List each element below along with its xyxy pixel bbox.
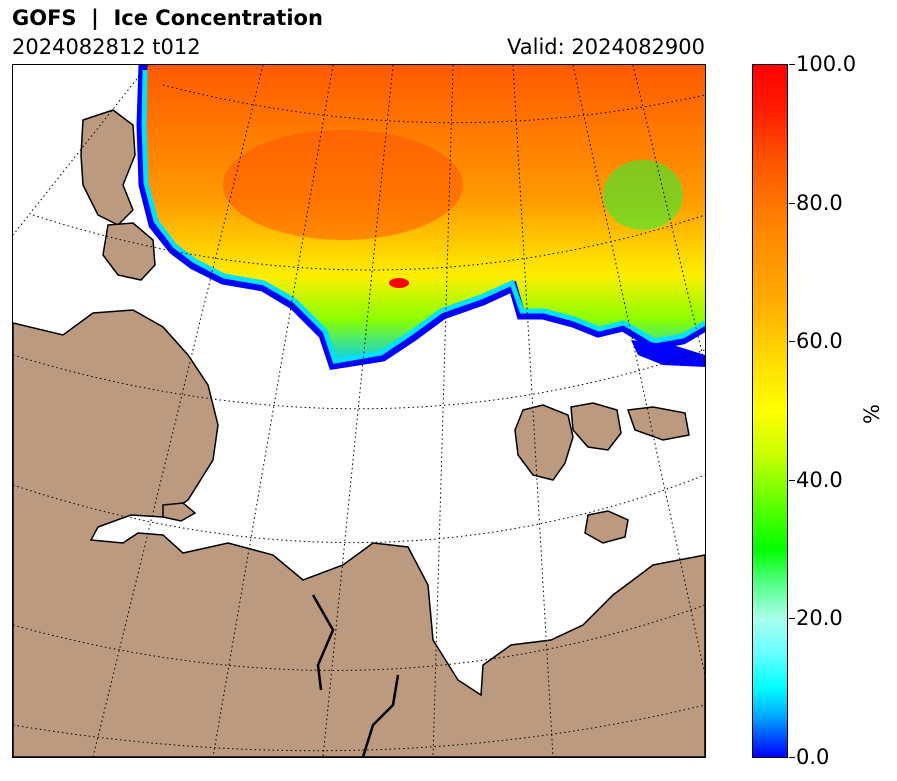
- colorbar-unit-label: %: [859, 404, 884, 424]
- latitude-line: [32, 214, 705, 271]
- low-ice-patch: [603, 160, 683, 230]
- meridian-line: [432, 65, 454, 757]
- meridian-line: [13, 65, 149, 236]
- max-ice-spot: [389, 278, 409, 288]
- meridian-line: [322, 65, 394, 757]
- high-ice-core: [223, 130, 463, 240]
- map-canvas: [13, 65, 705, 757]
- latitude-line: [13, 604, 705, 671]
- colorbar-tick: [789, 618, 795, 619]
- chart-title: GOFS | Ice Concentration: [12, 6, 323, 30]
- colorbar-tick: [789, 203, 795, 204]
- colorbar-tick-label: 20.0: [796, 606, 843, 630]
- colorbar-tick: [789, 757, 795, 758]
- colorbar-tick-label: 60.0: [796, 329, 843, 353]
- run-label: 2024082812 t012: [12, 35, 201, 59]
- komsomolets-island: [626, 406, 690, 441]
- colorbar-tick-label: 0.0: [796, 745, 830, 769]
- colorbar-tick-label: 80.0: [796, 191, 843, 215]
- meridian-line: [92, 65, 264, 757]
- meridian-line: [632, 65, 705, 366]
- svalbard-west-island: [80, 109, 136, 226]
- colorbar-tick: [789, 64, 795, 65]
- graticule: [13, 65, 705, 757]
- river-2: [361, 674, 400, 757]
- colorbar: [752, 64, 788, 758]
- ice-fragment: [631, 340, 705, 367]
- ice-edge: [136, 65, 705, 371]
- peninsula-fragment: [162, 502, 197, 522]
- meridian-line: [512, 65, 554, 757]
- river-1: [311, 594, 335, 691]
- land-layer: [13, 109, 705, 757]
- colorbar-tick: [789, 480, 795, 481]
- nordaustlandet-island: [102, 222, 156, 281]
- latitude-line: [162, 84, 705, 124]
- severnaya-zemlya-island: [514, 404, 574, 481]
- mainland: [13, 309, 705, 757]
- colorbar-tick: [789, 341, 795, 342]
- sea-ice-layer: [136, 65, 705, 371]
- rivers: [311, 594, 400, 757]
- meridian-line: [212, 65, 334, 757]
- meridian-line: [572, 65, 705, 676]
- colorbar-tick-label: 40.0: [796, 468, 843, 492]
- colorbar-tick-label: 100.0: [796, 52, 857, 76]
- small-island: [584, 510, 629, 544]
- ice-margin: [141, 69, 705, 364]
- map-panel: [12, 64, 706, 758]
- bolshevik-island: [570, 402, 622, 451]
- valid-label: Valid: 2024082900: [507, 35, 705, 59]
